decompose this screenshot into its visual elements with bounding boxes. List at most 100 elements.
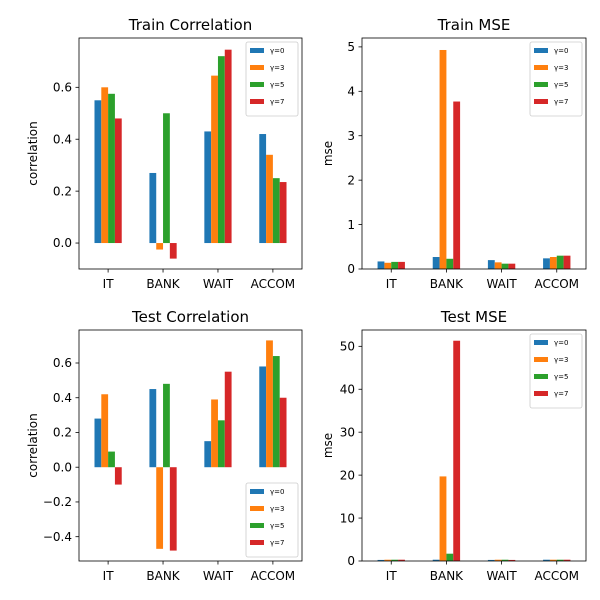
test-mse-ytick-label: 30: [340, 425, 355, 439]
train-correlation-legend-label: γ=7: [270, 98, 284, 106]
bar-test-correlation-bank-s1: [156, 467, 164, 549]
test-mse-legend-swatch: [534, 340, 548, 345]
bar-train-correlation-wait-s2: [217, 56, 225, 244]
test-correlation-legend-box: [245, 482, 299, 558]
test-correlation-xtick-label: WAIT: [203, 569, 234, 583]
train-mse-legend: γ=0 γ=3 γ=5 γ=7: [529, 41, 583, 117]
train-correlation-legend-box: [245, 41, 299, 117]
bar-train-mse-accom-s2: [556, 255, 564, 269]
bar-test-correlation-bank-s0: [149, 389, 157, 468]
train-correlation-legend-label: γ=3: [270, 64, 284, 72]
train-correlation-legend: γ=0 γ=3 γ=5 γ=7: [245, 41, 299, 117]
train-correlation-axes-frame: [78, 37, 303, 270]
bar-test-correlation-it-s2: [108, 451, 115, 468]
test-mse-title: Test MSE: [440, 308, 507, 326]
test-mse-xtick-label: IT: [386, 569, 398, 583]
test-mse-axes-frame: [361, 329, 587, 562]
train-mse-ytick-label: 0: [347, 262, 355, 276]
bar-train-correlation-accom-s2: [272, 178, 280, 244]
bar-train-mse-it-s0: [377, 261, 385, 269]
bar-test-mse-wait-s2: [501, 559, 509, 561]
train-mse-title: Train MSE: [437, 16, 511, 34]
train-mse-axes-frame: [361, 37, 587, 270]
bar-train-mse-bank-s3: [453, 101, 461, 269]
bar-test-correlation-it-s1: [101, 394, 109, 468]
train-correlation-legend-swatch: [250, 48, 264, 53]
bar-test-mse-accom-s1: [549, 559, 557, 561]
test-mse-ytick-label: 10: [340, 511, 355, 525]
test-mse-xtick-label: ACCOM: [534, 569, 579, 583]
bar-test-mse-it-s3: [398, 559, 405, 561]
test-correlation-ytick-label: 0.0: [53, 460, 72, 474]
bar-test-correlation-accom-s0: [259, 366, 267, 468]
test-correlation-ytick-label: −0.2: [43, 495, 72, 509]
test-correlation-legend-swatch: [250, 523, 264, 528]
test-mse-legend-swatch: [534, 374, 548, 379]
bar-test-mse-bank-s0: [432, 559, 440, 561]
train-mse-xtick-label: WAIT: [486, 277, 517, 291]
test-correlation-title: Test Correlation: [131, 308, 249, 326]
train-correlation-xtick-label: ACCOM: [251, 277, 296, 291]
test-correlation-axes-frame: [78, 329, 303, 562]
bar-train-mse-wait-s3: [508, 263, 516, 269]
train-mse-legend-label: γ=3: [554, 64, 568, 72]
test-correlation-legend-label: γ=5: [270, 522, 284, 530]
bar-test-mse-it-s0: [377, 559, 385, 561]
test-correlation-legend-label: γ=0: [270, 488, 284, 496]
train-correlation-title: Train Correlation: [128, 16, 252, 34]
bar-train-mse-bank-s2: [446, 258, 454, 269]
test-correlation-legend-swatch: [250, 506, 264, 511]
train-mse-ytick-label: 1: [347, 218, 355, 232]
train-mse-ytick-label: 4: [347, 85, 355, 99]
test-mse-legend-swatch: [534, 391, 548, 396]
train-correlation-ytick-label: 0.0: [53, 236, 72, 250]
test-correlation-xtick-label: ACCOM: [251, 569, 296, 583]
test-mse-xtick-label: WAIT: [486, 569, 517, 583]
test-correlation-legend: γ=0 γ=3 γ=5 γ=7: [245, 482, 299, 558]
bar-train-correlation-it-s0: [94, 100, 102, 244]
test-mse-legend-label: γ=3: [554, 356, 568, 364]
train-correlation-ytick-label: 0.2: [53, 184, 72, 198]
train-mse-legend-box: [529, 41, 583, 117]
bar-test-mse-wait-s3: [508, 559, 516, 561]
train-correlation-ytick-label: 0.4: [53, 132, 72, 146]
bar-test-mse-bank-s1: [439, 476, 447, 561]
bar-train-mse-bank-s0: [432, 257, 440, 269]
train-mse-legend-label: γ=7: [554, 98, 568, 106]
bar-test-correlation-bank-s2: [163, 383, 170, 468]
train-correlation-panel: 0.0 0.2 0.4 0.6 IT BANK WAIT ACCOM Train Correla…: [26, 16, 303, 291]
bar-train-mse-it-s3: [398, 261, 405, 269]
bar-train-mse-wait-s2: [501, 263, 509, 269]
test-mse-legend-swatch: [534, 357, 548, 362]
test-correlation-ytick-label: 0.4: [53, 391, 72, 405]
bar-train-mse-accom-s1: [549, 257, 557, 269]
train-correlation-legend-swatch: [250, 82, 264, 87]
bar-test-correlation-it-s0: [94, 418, 102, 468]
test-correlation-xtick-label: BANK: [146, 569, 180, 583]
train-correlation-xtick-label: BANK: [146, 277, 180, 291]
bar-train-correlation-bank-s0: [149, 172, 157, 244]
bar-train-correlation-bank-s1: [156, 243, 164, 250]
test-mse-legend-box: [529, 333, 583, 409]
test-mse-legend-label: γ=0: [554, 339, 568, 347]
bar-test-correlation-wait-s3: [224, 371, 232, 468]
train-mse-legend-swatch: [534, 65, 548, 70]
test-mse-panel: 0 10 20 30 40 50 IT BANK WAIT ACCOM Test MSE mse γ=0…: [321, 308, 587, 583]
test-correlation-ytick-label: 0.2: [53, 426, 72, 440]
train-mse-legend-label: γ=5: [554, 81, 568, 89]
train-correlation-legend-swatch: [250, 99, 264, 104]
train-correlation-ytick-label: 0.6: [53, 81, 72, 95]
train-mse-legend-swatch: [534, 99, 548, 104]
train-correlation-xtick-label: WAIT: [203, 277, 234, 291]
bar-train-mse-it-s2: [391, 261, 399, 269]
bar-train-correlation-accom-s3: [279, 182, 287, 244]
bar-test-mse-it-s1: [384, 559, 392, 561]
bar-train-correlation-bank-s3: [169, 243, 177, 259]
bar-test-mse-bank-s2: [446, 553, 454, 561]
train-mse-ytick-label: 5: [347, 40, 355, 54]
train-correlation-legend-label: γ=0: [270, 47, 284, 55]
bar-train-correlation-it-s2: [108, 93, 115, 244]
bar-train-mse-bank-s1: [439, 49, 447, 269]
